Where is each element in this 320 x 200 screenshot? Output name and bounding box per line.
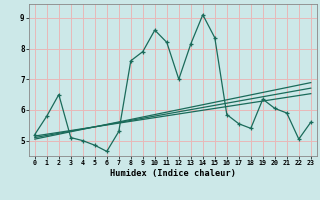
X-axis label: Humidex (Indice chaleur): Humidex (Indice chaleur) xyxy=(110,169,236,178)
